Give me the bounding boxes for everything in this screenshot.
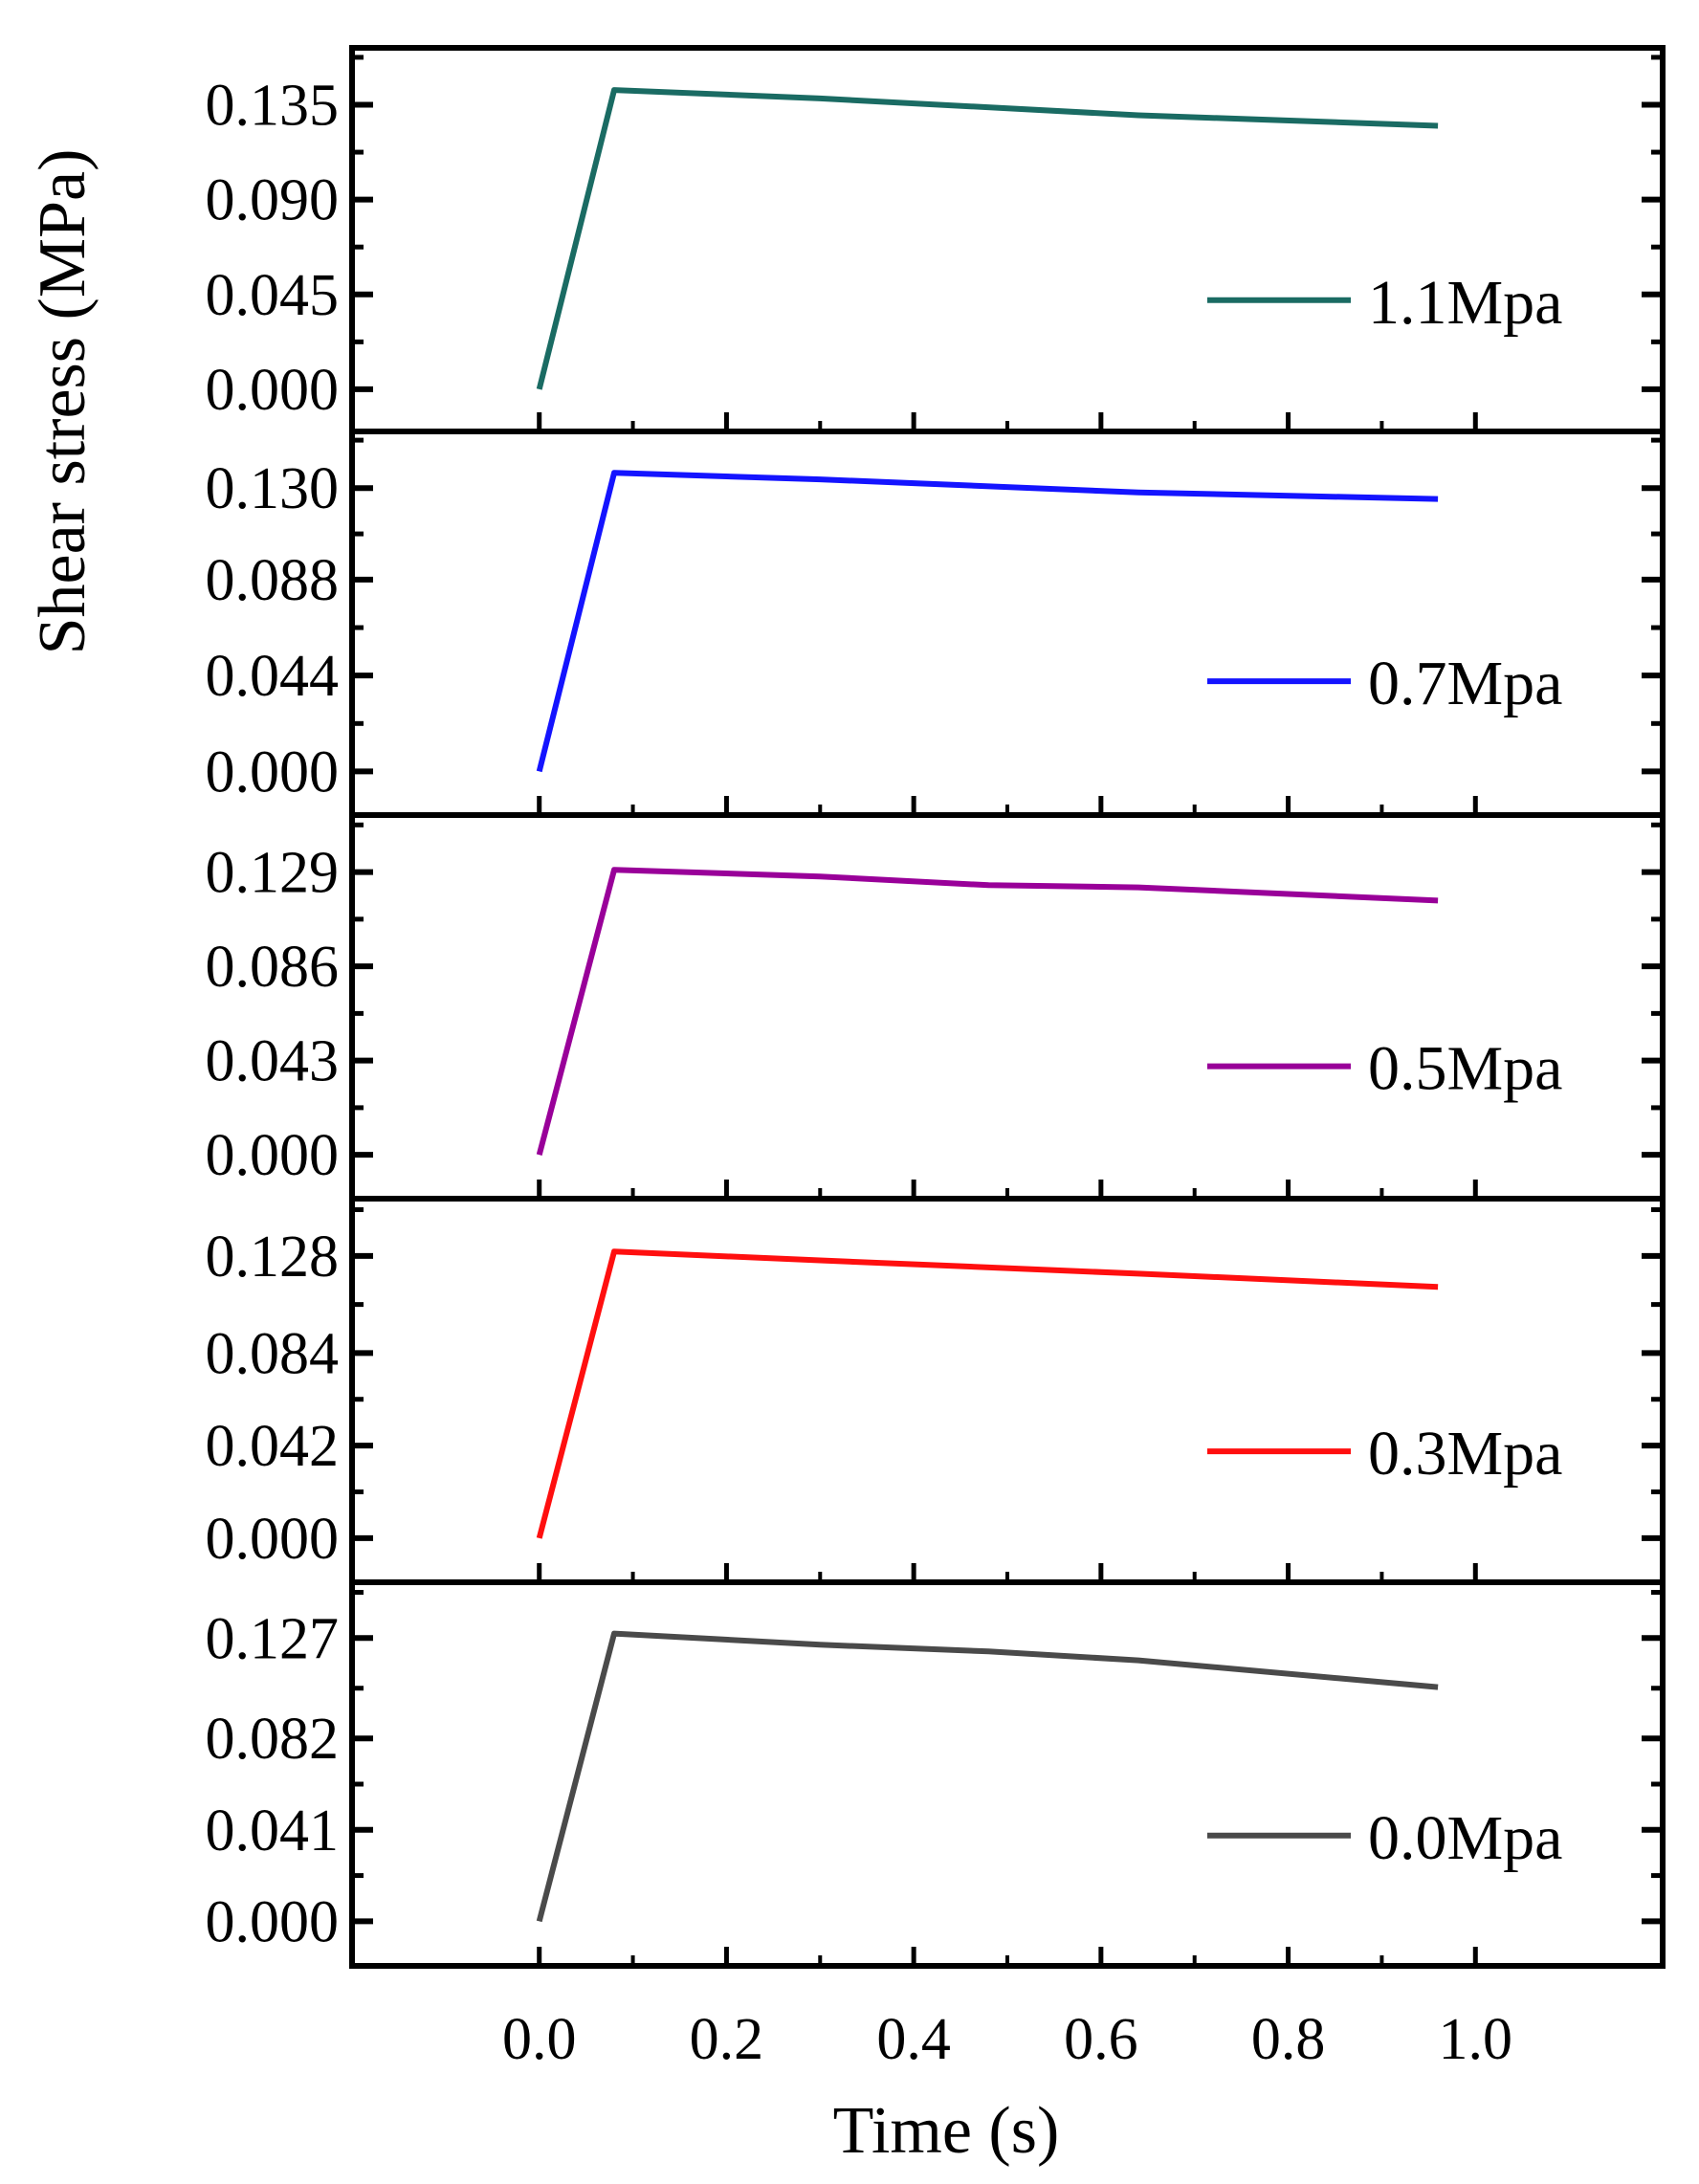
- y-tick-label: 0.084: [206, 1321, 340, 1386]
- y-tick-label: 0.128: [206, 1224, 340, 1290]
- y-tick-label: 0.000: [206, 1123, 340, 1188]
- series-line-0-5Mpa: [536, 867, 1439, 1156]
- y-tick-label: 0.000: [206, 1889, 340, 1954]
- panel-1: 0.000 0.045 0.090 0.135 1.1Mpa: [206, 45, 1666, 434]
- x-tick-label: 0.8: [1251, 2007, 1326, 2072]
- legend-label: 0.5Mpa: [1368, 1034, 1562, 1104]
- y-tick-label: 0.000: [206, 358, 340, 423]
- y-tick-label: 0.044: [206, 644, 340, 709]
- panel-5: 0.000 0.041 0.082 0.127 0.0Mpa: [206, 1579, 1666, 1969]
- x-tick-label: 0.6: [1064, 2007, 1138, 2072]
- panel-frame: [349, 45, 1666, 434]
- y-tick-label: 0.082: [206, 1707, 340, 1772]
- legend-label: 1.1Mpa: [1368, 268, 1562, 338]
- panel-frame: [349, 812, 1666, 1202]
- series-line-0-0Mpa: [536, 1630, 1439, 1923]
- panel-3: 0.000 0.043 0.086 0.129 0.5Mpa: [206, 812, 1666, 1202]
- y-tick-label: 0.088: [206, 548, 340, 613]
- y-tick-label: 0.000: [206, 739, 340, 805]
- series-line-0-3Mpa: [536, 1248, 1439, 1539]
- chart-panels: 0.000 0.045 0.090 0.135 1.1Mpa 0.000 0.044 0.08…: [206, 45, 1666, 1969]
- x-tick-label: 0.0: [502, 2007, 577, 2072]
- panel-4: 0.000 0.042 0.084 0.128 0.3Mpa: [206, 1196, 1666, 1585]
- panel-frame: [349, 1579, 1666, 1969]
- panel-frame: [349, 1196, 1666, 1585]
- x-axis-title: Time (s): [833, 2094, 1060, 2168]
- y-tick-label: 0.045: [206, 263, 340, 328]
- x-tick-label: 0.2: [690, 2007, 764, 2072]
- y-axis-title: Shear stress (MPa): [26, 149, 99, 655]
- y-tick-label: 0.041: [206, 1798, 340, 1864]
- y-tick-label: 0.130: [206, 456, 340, 521]
- y-tick-label: 0.127: [206, 1606, 340, 1671]
- y-tick-label: 0.043: [206, 1029, 340, 1094]
- x-tick-label: 0.4: [876, 2007, 951, 2072]
- legend-label: 0.7Mpa: [1368, 649, 1562, 718]
- y-tick-label: 0.090: [206, 168, 340, 233]
- x-axis: 0.0 0.2 0.4 0.6 0.8 1.0 Time (s): [502, 2007, 1512, 2168]
- y-tick-label: 0.000: [206, 1507, 340, 1572]
- x-tick-label: 1.0: [1439, 2007, 1513, 2072]
- y-tick-label: 0.042: [206, 1414, 340, 1479]
- y-tick-label: 0.086: [206, 935, 340, 1000]
- series-line-1-1Mpa: [536, 87, 1439, 390]
- legend-label: 0.0Mpa: [1368, 1803, 1562, 1873]
- legend-label: 0.3Mpa: [1368, 1419, 1562, 1489]
- y-tick-label: 0.129: [206, 841, 340, 906]
- y-tick-label: 0.135: [206, 73, 340, 138]
- series-line-0-7Mpa: [536, 470, 1439, 773]
- panel-2: 0.000 0.044 0.088 0.130 0.7Mpa: [206, 429, 1666, 818]
